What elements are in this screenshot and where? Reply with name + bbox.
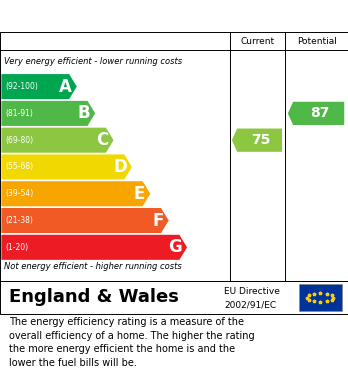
Text: (1-20): (1-20) <box>6 243 29 252</box>
Text: (39-54): (39-54) <box>6 189 34 198</box>
Text: Very energy efficient - lower running costs: Very energy efficient - lower running co… <box>4 57 182 66</box>
Text: Potential: Potential <box>297 37 337 46</box>
Bar <box>299 284 342 311</box>
Polygon shape <box>1 101 95 126</box>
Text: B: B <box>78 104 90 122</box>
Polygon shape <box>1 181 150 206</box>
Text: D: D <box>113 158 127 176</box>
Text: (21-38): (21-38) <box>6 216 33 225</box>
Text: 2002/91/EC: 2002/91/EC <box>224 300 277 309</box>
Text: F: F <box>152 212 164 230</box>
Text: 87: 87 <box>310 106 329 120</box>
Polygon shape <box>1 235 187 260</box>
Text: (92-100): (92-100) <box>6 82 38 91</box>
Text: C: C <box>96 131 109 149</box>
Text: G: G <box>168 238 182 256</box>
Text: (81-91): (81-91) <box>6 109 33 118</box>
Polygon shape <box>232 129 282 152</box>
Text: (69-80): (69-80) <box>6 136 34 145</box>
Text: The energy efficiency rating is a measure of the
overall efficiency of a home. T: The energy efficiency rating is a measur… <box>9 317 254 368</box>
Text: A: A <box>59 77 72 96</box>
Text: Not energy efficient - higher running costs: Not energy efficient - higher running co… <box>4 262 182 271</box>
Text: E: E <box>134 185 145 203</box>
Polygon shape <box>1 74 77 99</box>
Text: England & Wales: England & Wales <box>9 289 179 307</box>
Polygon shape <box>1 208 169 233</box>
Text: EU Directive: EU Directive <box>224 287 280 296</box>
Text: Energy Efficiency Rating: Energy Efficiency Rating <box>9 9 219 23</box>
Polygon shape <box>288 102 344 125</box>
Text: (55-68): (55-68) <box>6 162 34 172</box>
Text: Current: Current <box>240 37 275 46</box>
Text: 75: 75 <box>251 133 270 147</box>
Polygon shape <box>1 154 132 179</box>
Polygon shape <box>1 127 113 153</box>
